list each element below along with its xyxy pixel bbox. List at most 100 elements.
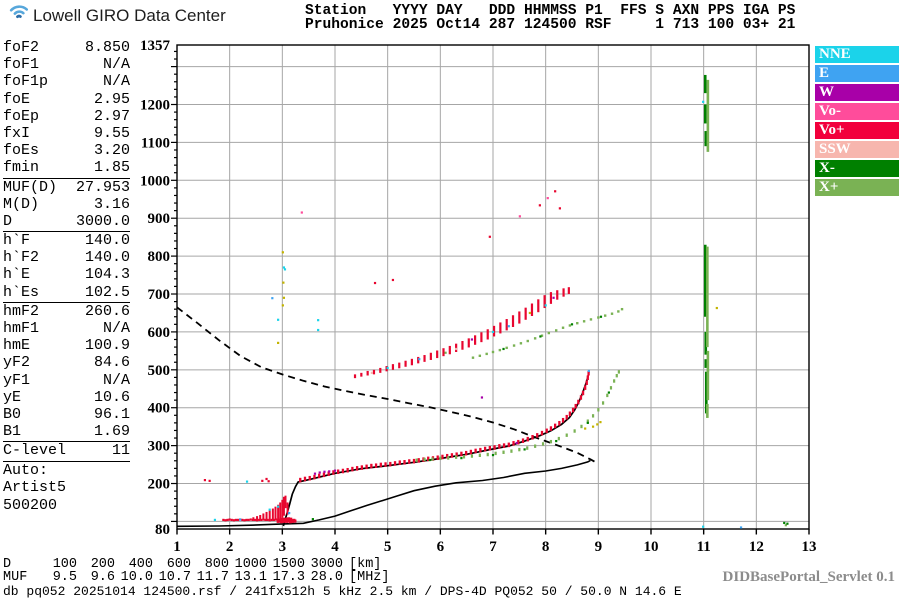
parameter-row: D 3000.0 bbox=[3, 213, 130, 230]
distance-row-value: 800 bbox=[204, 557, 229, 572]
parameter-row: h`E 104.3 bbox=[3, 266, 130, 283]
distance-row-value: 1500 bbox=[272, 557, 305, 572]
parameter-value: 96.1 bbox=[93, 405, 130, 423]
distance-row-value: 400 bbox=[128, 557, 153, 572]
parameter-label: h`E bbox=[3, 266, 31, 284]
parameter-row: yE 10.6 bbox=[3, 389, 130, 406]
svg-text:600: 600 bbox=[148, 325, 171, 341]
distance-row-value: 200 bbox=[90, 557, 115, 572]
parameter-value: 140.0 bbox=[84, 249, 130, 267]
legend-item-w: W bbox=[815, 84, 899, 101]
parameter-row: foEp 2.97 bbox=[3, 108, 130, 125]
parameter-value: N/A bbox=[102, 320, 130, 337]
muf-row-value: 28.0 bbox=[310, 570, 343, 585]
parameter-value: 260.6 bbox=[84, 302, 130, 320]
parameter-value: 10.6 bbox=[93, 388, 130, 406]
parameter-value: 27.953 bbox=[75, 178, 130, 196]
muf-row: MUF 9.5 9.6 10.0 10.7 11.7 13.1 17.3 28.0 [MHz] bbox=[0, 570, 530, 585]
parameter-label: foEs bbox=[3, 142, 40, 160]
svg-text:300: 300 bbox=[148, 439, 171, 455]
legend-item-xplus: X+ bbox=[815, 179, 899, 196]
parameter-value: 102.5 bbox=[84, 283, 130, 301]
svg-text:200: 200 bbox=[148, 477, 171, 493]
legend-item-vominus: Vo- bbox=[815, 103, 899, 120]
muf-row-value: 11.7 bbox=[196, 570, 229, 585]
legend-item-e: E bbox=[815, 65, 899, 82]
parameter-section: hmF2 260.6 hmF1 N/A hmE 100.9 yF2 84.6 yF1 N/A yE 1… bbox=[3, 303, 130, 443]
parameter-row: MUF(D) 27.953 bbox=[3, 179, 130, 196]
parameter-value: 3.20 bbox=[93, 142, 130, 160]
parameter-value: 104.3 bbox=[84, 266, 130, 284]
legend-item-voplus: Vo+ bbox=[815, 122, 899, 139]
distance-row: D 100 200 400 600 800 1000 1500 3000 [km] bbox=[0, 557, 530, 572]
parameter-label: MUF(D) bbox=[3, 178, 58, 196]
svg-text:700: 700 bbox=[148, 287, 171, 303]
servlet-version-label: DIDBasePortal_Servlet 0.1 bbox=[722, 569, 895, 585]
parameter-value: 9.55 bbox=[93, 124, 130, 142]
station-header-line2: Pruhonice 2025 Oct14 287 124500 RSF 1 71… bbox=[305, 17, 796, 33]
parameter-label: D bbox=[3, 212, 13, 230]
parameter-row: hmF1 N/A bbox=[3, 320, 130, 337]
parameter-value: 3000.0 bbox=[75, 212, 130, 230]
parameter-row: foF1p N/A bbox=[3, 73, 130, 90]
parameter-row: C-level 11 bbox=[3, 442, 130, 459]
distance-row-value: 600 bbox=[166, 557, 191, 572]
parameter-label: B0 bbox=[3, 405, 22, 423]
parameter-value: 8.850 bbox=[84, 39, 130, 56]
parameter-label: C-level bbox=[3, 442, 67, 460]
parameter-value: N/A bbox=[102, 73, 130, 91]
svg-text:4: 4 bbox=[331, 539, 339, 555]
parameter-section: h`F 140.0 h`F2 140.0 h`E 104.3 h`Es 102.5 bbox=[3, 232, 130, 303]
svg-text:80: 80 bbox=[155, 522, 170, 538]
parameter-row: foE 2.95 bbox=[3, 91, 130, 108]
distance-row-value: 1000 bbox=[234, 557, 267, 572]
parameter-row: yF1 N/A bbox=[3, 372, 130, 389]
auto-scaling-line: Artist5 bbox=[3, 479, 67, 496]
svg-text:8: 8 bbox=[542, 539, 550, 555]
svg-text:6: 6 bbox=[437, 539, 445, 555]
parameter-value: 11 bbox=[111, 442, 130, 460]
logo-text: Lowell GIRO Data Center bbox=[33, 6, 226, 25]
direction-legend: NNE E W Vo- Vo+ SSW X- X+ bbox=[815, 46, 899, 198]
parameter-value: 84.6 bbox=[93, 354, 130, 372]
station-header-line1: Station YYYY DAY DDD HHMMSS P1 FFS S AXN… bbox=[305, 3, 796, 19]
parameter-row: h`Es 102.5 bbox=[3, 284, 130, 301]
parameter-label: hmE bbox=[3, 337, 31, 355]
auto-scaling-line: Auto: bbox=[3, 461, 49, 479]
parameter-value: 3.16 bbox=[93, 195, 130, 213]
parameter-section: foF2 8.850 foF1 N/A foF1p N/A foE 2.95 foEp 2.97 f… bbox=[3, 39, 130, 179]
muf-row-value: 9.6 bbox=[90, 570, 115, 585]
parameter-row: foF1 N/A bbox=[3, 56, 130, 73]
muf-row-value: 10.0 bbox=[120, 570, 153, 585]
status-line: db pq052 20251014 124500.rsf / 241fx512h… bbox=[3, 584, 682, 599]
parameter-label: foEp bbox=[3, 107, 40, 125]
muf-row-value: 13.1 bbox=[234, 570, 267, 585]
logo-wave-icon bbox=[9, 5, 28, 19]
parameter-row: B0 96.1 bbox=[3, 406, 130, 423]
parameter-row: foF2 8.850 bbox=[3, 39, 130, 56]
parameter-row: B1 1.69 bbox=[3, 423, 130, 440]
svg-text:2: 2 bbox=[226, 539, 234, 555]
svg-text:900: 900 bbox=[148, 211, 171, 227]
parameter-label: foF2 bbox=[3, 39, 40, 56]
parameter-label: foF1 bbox=[3, 56, 40, 74]
distance-row-unit: [km] bbox=[349, 557, 382, 572]
legend-item-ssw: SSW bbox=[815, 141, 899, 158]
svg-text:12: 12 bbox=[749, 539, 764, 555]
parameter-row: hmF2 260.6 bbox=[3, 303, 130, 320]
parameter-row: M(D) 3.16 bbox=[3, 196, 130, 213]
parameter-value: 1.85 bbox=[93, 159, 130, 177]
parameter-label: h`F bbox=[3, 232, 31, 250]
parameter-panel: foF2 8.850 foF1 N/A foF1p N/A foE 2.95 foEp 2.97 f… bbox=[3, 39, 130, 515]
parameter-row: h`F 140.0 bbox=[3, 232, 130, 249]
auto-scaling-block: Auto: Artist5 500200 bbox=[3, 462, 130, 516]
parameter-label: hmF2 bbox=[3, 302, 40, 320]
parameter-label: h`F2 bbox=[3, 249, 40, 267]
svg-text:5: 5 bbox=[384, 539, 392, 555]
auto-scaling-line: 500200 bbox=[3, 496, 58, 514]
parameter-label: fmin bbox=[3, 159, 40, 177]
parameter-label: B1 bbox=[3, 423, 22, 441]
parameter-row: h`F2 140.0 bbox=[3, 249, 130, 266]
